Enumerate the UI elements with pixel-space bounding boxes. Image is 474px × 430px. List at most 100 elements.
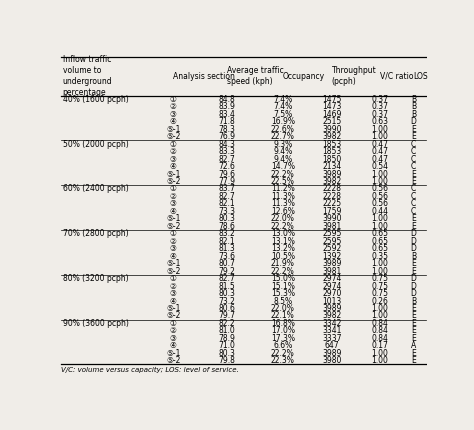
Text: Inflow traffic
volume to
underground
percentage: Inflow traffic volume to underground per… bbox=[63, 55, 112, 97]
Text: 81.5: 81.5 bbox=[219, 282, 236, 291]
Text: E: E bbox=[411, 267, 416, 276]
Text: ③: ③ bbox=[170, 244, 177, 253]
Text: Average traffic
speed (kph): Average traffic speed (kph) bbox=[227, 66, 284, 86]
Text: 0.56: 0.56 bbox=[371, 200, 388, 209]
Text: E: E bbox=[411, 169, 416, 178]
Text: E: E bbox=[411, 349, 416, 358]
Text: ③: ③ bbox=[170, 200, 177, 209]
Text: 0.35: 0.35 bbox=[371, 252, 388, 261]
Text: 0.65: 0.65 bbox=[371, 237, 388, 246]
Text: C: C bbox=[411, 162, 416, 171]
Text: B: B bbox=[411, 110, 416, 119]
Text: 80.3: 80.3 bbox=[219, 289, 236, 298]
Text: 80.3: 80.3 bbox=[219, 349, 236, 358]
Text: 80.7: 80.7 bbox=[219, 259, 236, 268]
Text: E: E bbox=[411, 132, 416, 141]
Text: ④: ④ bbox=[170, 341, 177, 350]
Text: 15.1%: 15.1% bbox=[271, 282, 295, 291]
Text: LOS: LOS bbox=[414, 72, 428, 80]
Text: ②: ② bbox=[170, 326, 177, 335]
Text: 7.5%: 7.5% bbox=[273, 110, 292, 119]
Text: 10.5%: 10.5% bbox=[271, 252, 295, 261]
Text: ④: ④ bbox=[170, 297, 177, 305]
Text: 82.7: 82.7 bbox=[219, 155, 236, 164]
Text: D: D bbox=[411, 282, 417, 291]
Text: 17.3%: 17.3% bbox=[271, 334, 295, 343]
Text: C: C bbox=[411, 147, 416, 156]
Text: 60% (2400 pcph): 60% (2400 pcph) bbox=[63, 184, 128, 194]
Text: ③: ③ bbox=[170, 155, 177, 164]
Text: 83.7: 83.7 bbox=[219, 184, 236, 194]
Text: 1475: 1475 bbox=[322, 95, 341, 104]
Text: 0.47: 0.47 bbox=[371, 147, 388, 156]
Text: 73.6: 73.6 bbox=[219, 252, 236, 261]
Text: D: D bbox=[411, 274, 417, 283]
Text: 8.5%: 8.5% bbox=[273, 297, 292, 305]
Text: E: E bbox=[411, 177, 416, 186]
Text: 0.75: 0.75 bbox=[371, 282, 388, 291]
Text: 79.2: 79.2 bbox=[219, 267, 236, 276]
Text: 90% (3600 pcph): 90% (3600 pcph) bbox=[63, 319, 128, 328]
Text: 1850: 1850 bbox=[322, 155, 341, 164]
Text: 83.3: 83.3 bbox=[219, 147, 236, 156]
Text: 0.65: 0.65 bbox=[371, 244, 388, 253]
Text: 17.0%: 17.0% bbox=[271, 326, 295, 335]
Text: 82.7: 82.7 bbox=[219, 274, 236, 283]
Text: 79.6: 79.6 bbox=[219, 169, 236, 178]
Text: ④: ④ bbox=[170, 117, 177, 126]
Text: 7.4%: 7.4% bbox=[273, 95, 292, 104]
Text: ③: ③ bbox=[170, 110, 177, 119]
Text: ⑤-1: ⑤-1 bbox=[166, 259, 180, 268]
Text: 78.6: 78.6 bbox=[219, 222, 236, 231]
Text: ①: ① bbox=[170, 229, 177, 238]
Text: 647: 647 bbox=[325, 341, 339, 350]
Text: 1.00: 1.00 bbox=[371, 259, 388, 268]
Text: 0.37: 0.37 bbox=[371, 102, 388, 111]
Text: V/C: volume versus capacity; LOS: level of service.: V/C: volume versus capacity; LOS: level … bbox=[61, 367, 239, 373]
Text: 11.2%: 11.2% bbox=[271, 184, 295, 194]
Text: 78.3: 78.3 bbox=[219, 125, 236, 134]
Text: 2595: 2595 bbox=[322, 237, 341, 246]
Text: ⑤-2: ⑤-2 bbox=[166, 132, 180, 141]
Text: 80.3: 80.3 bbox=[219, 215, 236, 223]
Text: ④: ④ bbox=[170, 207, 177, 216]
Text: 1.00: 1.00 bbox=[371, 311, 388, 320]
Text: 2592: 2592 bbox=[322, 244, 341, 253]
Text: D: D bbox=[411, 289, 417, 298]
Text: 0.47: 0.47 bbox=[371, 140, 388, 149]
Text: 2974: 2974 bbox=[322, 274, 341, 283]
Text: 83.4: 83.4 bbox=[219, 110, 236, 119]
Text: ⑤-1: ⑤-1 bbox=[166, 349, 180, 358]
Text: 0.37: 0.37 bbox=[371, 95, 388, 104]
Text: ④: ④ bbox=[170, 162, 177, 171]
Text: D: D bbox=[411, 237, 417, 246]
Text: 6.6%: 6.6% bbox=[273, 341, 292, 350]
Text: ②: ② bbox=[170, 282, 177, 291]
Text: E: E bbox=[411, 356, 416, 365]
Text: 22.6%: 22.6% bbox=[271, 125, 295, 134]
Text: 82.1: 82.1 bbox=[219, 237, 236, 246]
Text: ①: ① bbox=[170, 184, 177, 194]
Text: 3989: 3989 bbox=[322, 259, 341, 268]
Text: E: E bbox=[411, 215, 416, 223]
Text: ⑤-1: ⑤-1 bbox=[166, 304, 180, 313]
Text: A: A bbox=[411, 341, 416, 350]
Text: 0.75: 0.75 bbox=[371, 289, 388, 298]
Text: 11.3%: 11.3% bbox=[271, 192, 295, 201]
Text: 3990: 3990 bbox=[322, 125, 342, 134]
Text: ⑤-1: ⑤-1 bbox=[166, 215, 180, 223]
Text: 0.56: 0.56 bbox=[371, 192, 388, 201]
Text: 2225: 2225 bbox=[322, 200, 341, 209]
Text: 73.2: 73.2 bbox=[219, 297, 236, 305]
Text: 16.8%: 16.8% bbox=[271, 319, 295, 328]
Text: 84.3: 84.3 bbox=[219, 140, 236, 149]
Text: 1473: 1473 bbox=[322, 102, 341, 111]
Text: 1.00: 1.00 bbox=[371, 304, 388, 313]
Text: 7.4%: 7.4% bbox=[273, 102, 292, 111]
Text: 1392: 1392 bbox=[322, 252, 341, 261]
Text: E: E bbox=[411, 311, 416, 320]
Text: D: D bbox=[411, 244, 417, 253]
Text: ③: ③ bbox=[170, 289, 177, 298]
Text: 3982: 3982 bbox=[322, 311, 341, 320]
Text: 22.0%: 22.0% bbox=[271, 304, 295, 313]
